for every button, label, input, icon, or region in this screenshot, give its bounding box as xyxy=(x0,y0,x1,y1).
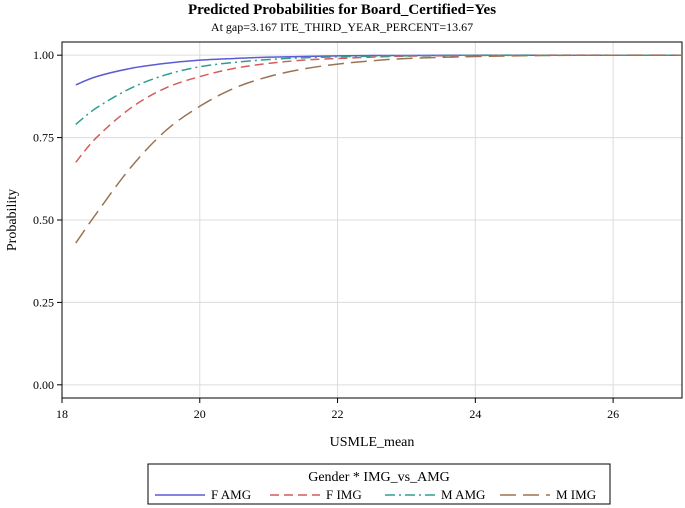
x-tick-label: 22 xyxy=(332,407,344,421)
legend-title: Gender * IMG_vs_AMG xyxy=(308,470,450,485)
chart-title: Predicted Probabilities for Board_Certif… xyxy=(188,2,496,18)
x-tick-label: 18 xyxy=(56,407,68,421)
x-tick-label: 20 xyxy=(194,407,206,421)
chart-subtitle: At gap=3.167 ITE_THIRD_YEAR_PERCENT=13.6… xyxy=(211,20,473,34)
y-tick-label: 0.00 xyxy=(33,378,54,392)
series-line-m-img xyxy=(75,54,683,244)
legend-label: F IMG xyxy=(326,487,362,502)
x-tick-label: 24 xyxy=(469,407,481,421)
legend-entries: F AMG F IMG M AMG M IMG xyxy=(155,487,596,502)
legend-label: M IMG xyxy=(556,487,596,502)
y-axis-label: Probability xyxy=(5,189,20,251)
y-tick-label: 0.25 xyxy=(33,295,54,309)
x-tick-label: 26 xyxy=(607,407,619,421)
legend-label: F AMG xyxy=(211,487,251,502)
y-tick-label: 0.75 xyxy=(33,131,54,145)
y-tick-label: 0.50 xyxy=(33,213,54,227)
legend-label: M AMG xyxy=(441,487,485,502)
legend-box xyxy=(147,463,611,505)
x-axis-label: USMLE_mean xyxy=(330,435,415,450)
series-line-f-img xyxy=(75,54,682,163)
axis-ticks: 0.00 0.25 0.50 0.75 1.00 18 20 22 24 26 xyxy=(33,48,619,421)
grid xyxy=(61,42,682,398)
series-lines xyxy=(75,54,683,244)
y-tick-label: 1.00 xyxy=(33,48,54,62)
series-line-m-amg xyxy=(75,54,682,125)
